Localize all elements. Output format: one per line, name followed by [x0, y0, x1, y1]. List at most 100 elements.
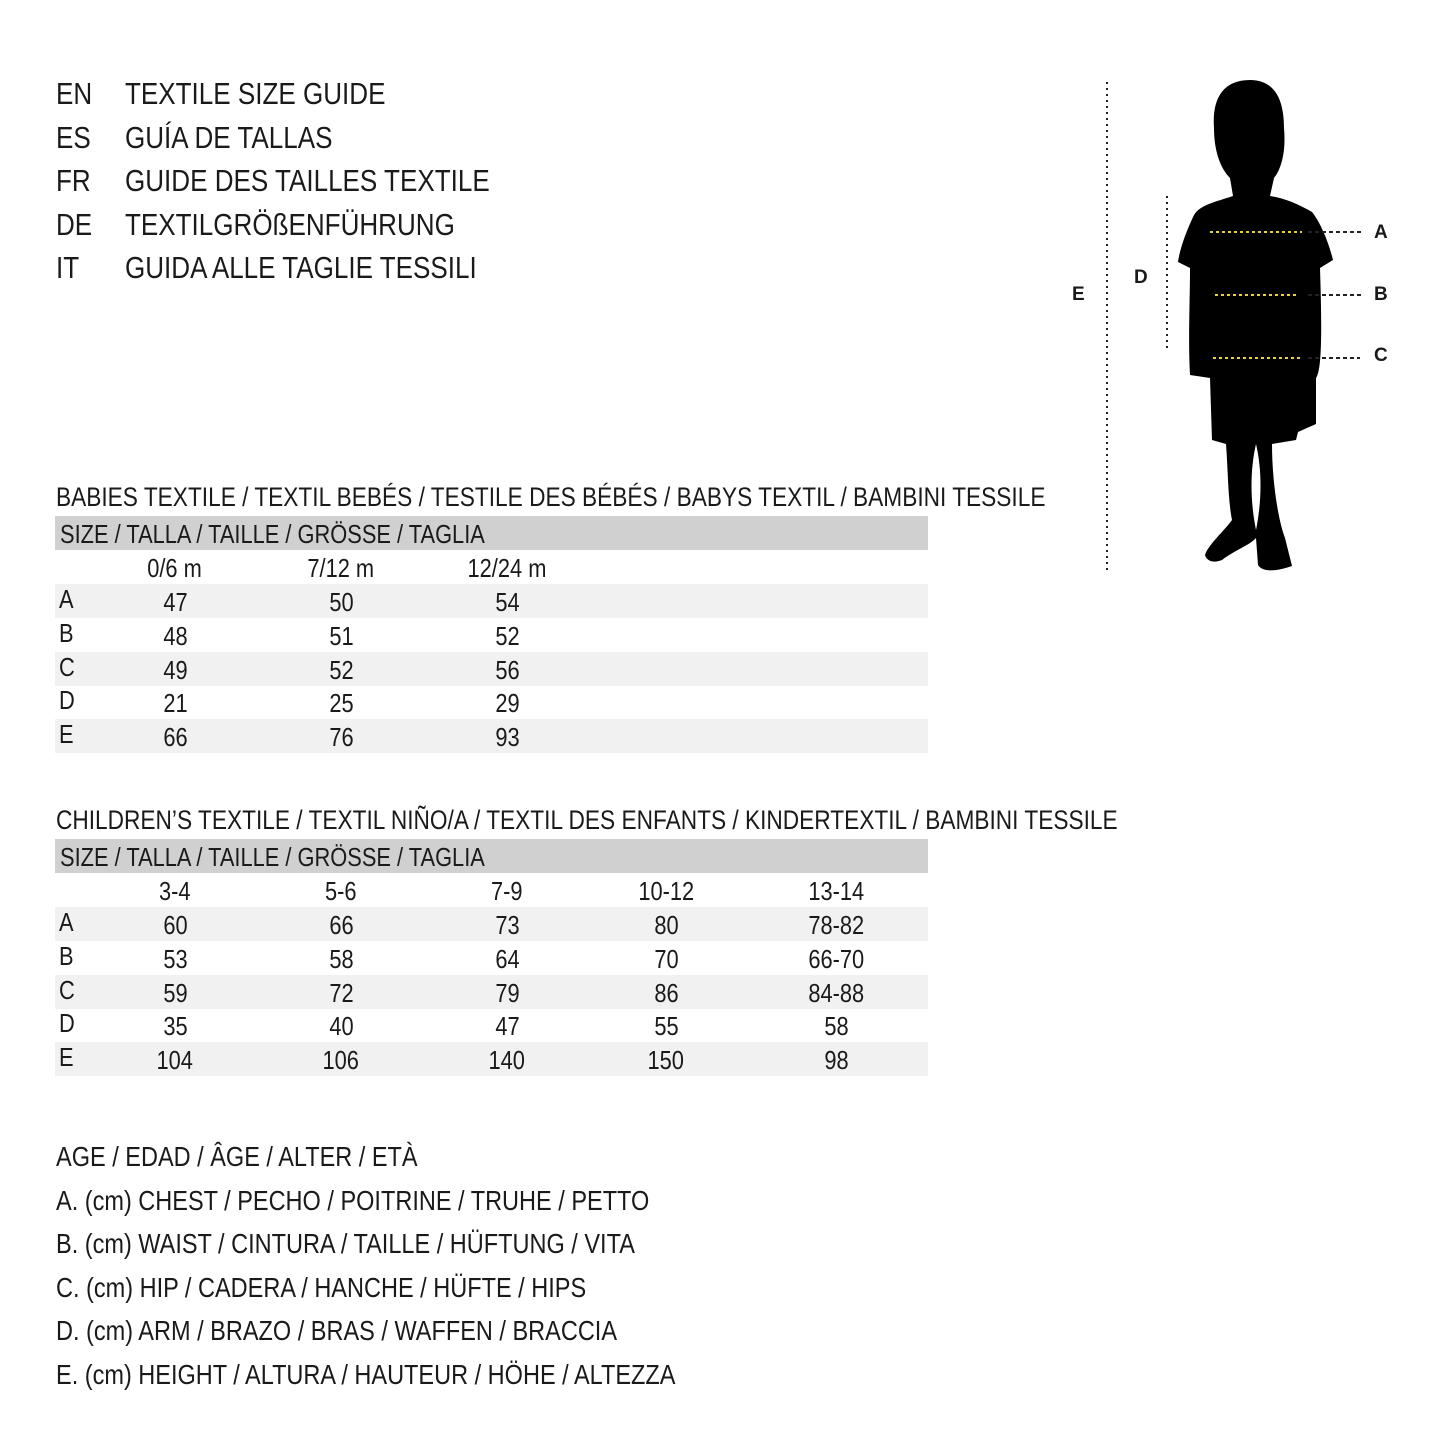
row-label-text: A — [59, 907, 74, 937]
table-cell-text: 55 — [653, 1011, 679, 1042]
table-cell-text: 66-70 — [808, 943, 864, 974]
language-code: DE — [56, 207, 99, 243]
section-title-text: CHILDREN’S TEXTILE / TEXTIL NIÑO/A / TEX… — [56, 805, 1118, 835]
table-cell: 64 — [427, 941, 587, 977]
table-cell-text: 51 — [328, 620, 354, 651]
language-code-text: EN — [56, 76, 93, 111]
table-cell: 25 — [261, 685, 421, 721]
table-cell: 59 — [95, 975, 255, 1011]
language-code: EN — [56, 76, 99, 112]
table-cell: 86 — [586, 975, 746, 1011]
table-cell: 93 — [427, 719, 587, 755]
row-label-text: E — [59, 719, 74, 750]
table-row: B 48 51 52 — [55, 618, 928, 652]
title-text-text: TEXTILGRÖßENFÜHRUNG — [125, 206, 455, 242]
section-title: CHILDREN’S TEXTILE / TEXTIL NIÑO/A / TEX… — [56, 804, 1320, 836]
table-cell-text: 54 — [494, 587, 520, 617]
row-label: E — [59, 716, 76, 752]
table-cell: 140 — [427, 1042, 587, 1078]
column-header: 0/6 m — [95, 550, 255, 586]
table-cell-text: 60 — [162, 910, 188, 940]
table-cell: 84-88 — [756, 975, 916, 1011]
table-header-bar-text: SIZE / TALLA / TAILLE / GRÖSSE / TAGLIA — [60, 842, 485, 872]
table-cell: 29 — [427, 685, 587, 721]
table-cell-text: 79 — [494, 977, 520, 1008]
column-header: 13-14 — [756, 873, 916, 909]
table-cell-text: 47 — [494, 1011, 520, 1042]
label-b: B — [1374, 284, 1388, 305]
table-row: D 35 40 47 55 58 — [55, 1008, 928, 1042]
row-label: D — [59, 682, 78, 718]
column-header-row: 3-4 5-6 7-9 10-12 13-14 — [55, 873, 928, 907]
table-cell-text: 50 — [328, 587, 354, 617]
table-cell-text: 70 — [653, 943, 679, 974]
column-header: 7-9 — [427, 873, 587, 909]
row-label-text: A — [59, 584, 74, 614]
title-text: GUÍA DE TALLAS — [125, 120, 372, 156]
table-cell: 66 — [95, 719, 255, 755]
row-label: C — [59, 649, 78, 685]
table-cell: 47 — [427, 1008, 587, 1044]
table-cell-text: 106 — [322, 1045, 360, 1076]
column-header-text: 12/24 m — [467, 553, 547, 583]
language-code-text: FR — [56, 163, 91, 198]
table-cell-text: 73 — [494, 910, 520, 940]
table-cell-text: 66 — [162, 722, 188, 753]
column-header: 7/12 m — [261, 550, 421, 586]
table-row: C 49 52 56 — [55, 649, 928, 688]
table-cell: 98 — [756, 1042, 916, 1078]
table-cell-text: 66 — [328, 910, 354, 940]
table-cell-text: 53 — [162, 943, 188, 974]
legend-item: AGE / EDAD / ÂGE / ALTER / ETÀ — [56, 1141, 487, 1173]
title-text-text: GUIDA ALLE TAGLIE TESSILI — [125, 250, 477, 285]
label-a: A — [1374, 222, 1388, 243]
table-cell-text: 72 — [328, 977, 354, 1008]
table-cell: 66 — [261, 907, 421, 943]
language-code: FR — [56, 163, 97, 199]
table-cell: 76 — [261, 719, 421, 755]
table-cell-text: 93 — [494, 722, 520, 753]
table-cell-text: 25 — [328, 688, 354, 719]
column-header: 10-12 — [586, 873, 746, 909]
table-cell: 60 — [95, 907, 255, 943]
table-cell-text: 58 — [328, 943, 354, 974]
table-cell-text: 150 — [647, 1045, 685, 1076]
column-header: 5-6 — [261, 873, 421, 909]
legend-item: A. (cm) CHEST / PECHO / POITRINE / TRUHE… — [56, 1185, 762, 1217]
table-cell: 52 — [427, 618, 587, 654]
row-label-text: C — [59, 974, 75, 1005]
table-cell: 35 — [95, 1008, 255, 1044]
table-row: E 104 106 140 150 98 — [55, 1042, 928, 1078]
language-code-text: ES — [56, 119, 91, 155]
table-cell-text: 21 — [162, 688, 188, 719]
table-cell: 58 — [756, 1008, 916, 1044]
table-cell: 150 — [586, 1042, 746, 1078]
table-cell: 66-70 — [756, 941, 916, 977]
table-cell: 40 — [261, 1008, 421, 1044]
table-cell-text: 78-82 — [808, 910, 864, 940]
title-text: GUIDE DES TAILLES TEXTILE — [125, 163, 559, 199]
column-header: 12/24 m — [427, 550, 587, 586]
table-cell: 79 — [427, 975, 587, 1011]
legend-item-text: E. (cm) HEIGHT / ALTURA / HAUTEUR / HÖHE… — [56, 1358, 676, 1390]
table-cell: 48 — [95, 618, 255, 654]
column-header-text: 5-6 — [325, 876, 357, 906]
section-title: BABIES TEXTILE / TEXTIL BEBÉS / TESTILE … — [56, 481, 1234, 513]
table-header-bar: SIZE / TALLA / TAILLE / GRÖSSE / TAGLIA — [55, 516, 928, 550]
row-label-text: B — [59, 617, 74, 648]
legend-item-text: A. (cm) CHEST / PECHO / POITRINE / TRUHE… — [56, 1184, 650, 1216]
language-code-text: DE — [56, 206, 93, 242]
row-label: D — [59, 1005, 78, 1041]
row-label: B — [59, 615, 76, 651]
column-header-text: 13-14 — [808, 876, 864, 906]
column-header-text: 7/12 m — [307, 553, 375, 583]
label-c: C — [1374, 345, 1388, 366]
language-code: ES — [56, 120, 97, 156]
section-title-text: BABIES TEXTILE / TEXTIL BEBÉS / TESTILE … — [56, 482, 1046, 512]
title-text: TEXTILE SIZE GUIDE — [125, 76, 435, 112]
column-header: 3-4 — [95, 873, 255, 909]
table-cell: 72 — [261, 975, 421, 1011]
legend-item-text: C. (cm) HIP / CADERA / HANCHE / HÜFTE / … — [56, 1271, 587, 1303]
table-cell: 80 — [586, 907, 746, 943]
table-cell: 56 — [427, 652, 587, 688]
